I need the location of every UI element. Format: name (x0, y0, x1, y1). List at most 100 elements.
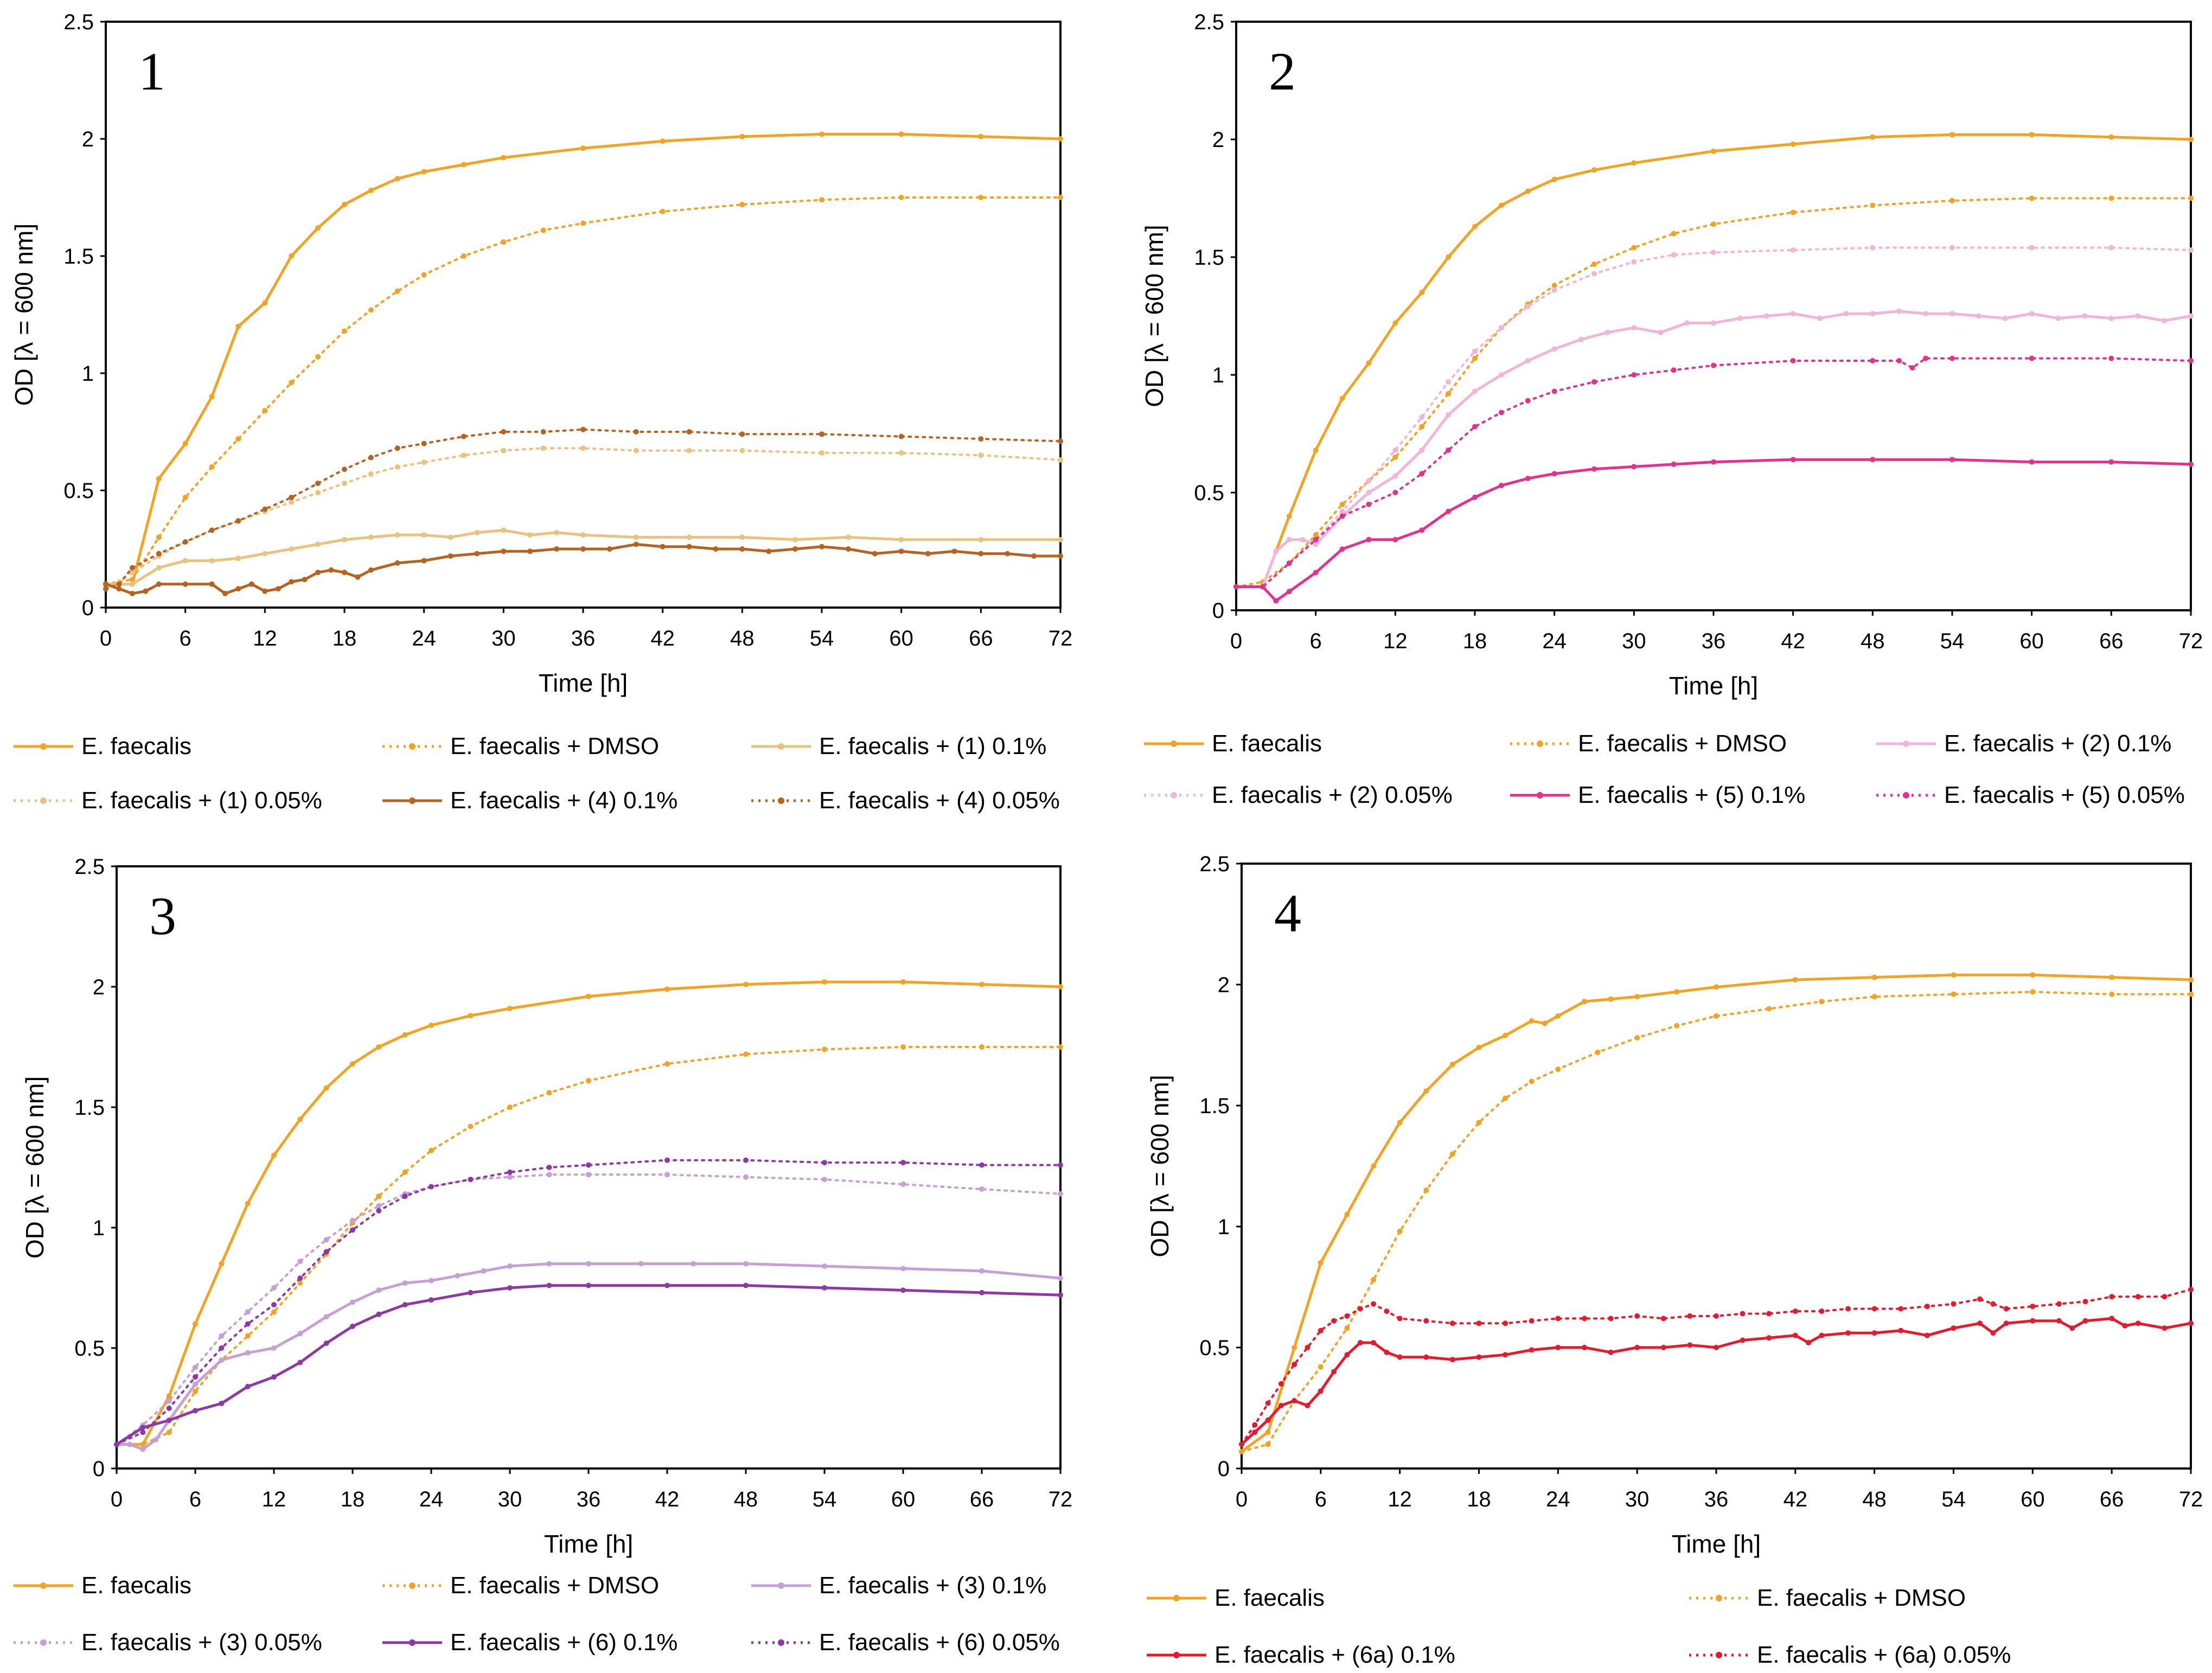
x-tick-label: 54 (1940, 629, 1965, 653)
data-point (1339, 546, 1345, 552)
data-point (245, 1384, 251, 1389)
data-point (429, 1184, 434, 1190)
data-point (1419, 414, 1425, 420)
data-point (546, 1282, 552, 1288)
legend-swatch-marker (1903, 740, 1909, 747)
legend-swatch-marker (1903, 792, 1909, 799)
data-point (182, 440, 188, 446)
data-point (606, 546, 612, 552)
data-point (297, 1280, 303, 1286)
data-point (2188, 247, 2194, 253)
data-point (743, 1157, 749, 1163)
data-point (1634, 1345, 1640, 1350)
data-point (2188, 358, 2194, 363)
x-tick-label: 24 (1546, 1487, 1570, 1511)
data-point (245, 1309, 251, 1315)
data-point (1790, 247, 1796, 253)
data-point (262, 588, 268, 594)
data-point (2030, 1304, 2036, 1310)
x-tick-label: 0 (1230, 629, 1242, 653)
legend-entry: E. faecalis + (1) 0.1% (751, 733, 1046, 759)
data-point (1529, 1078, 1535, 1084)
series-line (116, 1046, 1062, 1446)
data-point (129, 577, 135, 583)
data-point (1292, 1398, 1297, 1404)
data-point (686, 534, 692, 540)
legend-label: E. faecalis + (5) 0.05% (1944, 782, 2185, 808)
data-point (845, 534, 851, 540)
data-point (1551, 346, 1557, 352)
series-4 (103, 445, 1063, 592)
data-point (900, 1044, 906, 1050)
x-tick-label: 30 (498, 1487, 522, 1511)
data-point (527, 532, 533, 538)
series-4 (114, 1172, 1063, 1447)
data-point (1339, 501, 1345, 507)
data-point (1357, 1340, 1363, 1346)
data-point (271, 1285, 277, 1291)
data-point (1265, 1429, 1271, 1435)
data-point (2030, 989, 2036, 995)
data-point (819, 431, 824, 437)
data-point (739, 534, 745, 540)
legend-entry: E. faecalis + (6a) 0.05% (1689, 1642, 2011, 1668)
legend-entry: E. faecalis + (5) 0.1% (1510, 782, 1805, 808)
series-line (116, 1173, 1062, 1446)
x-tick-label: 60 (2019, 629, 2044, 653)
data-point (402, 1302, 408, 1308)
data-point (1671, 367, 1677, 373)
data-point (289, 253, 295, 259)
data-point (507, 1104, 513, 1110)
data-point (1397, 1120, 1403, 1126)
data-point (1366, 360, 1372, 366)
data-point (209, 527, 215, 533)
data-point (1591, 379, 1597, 385)
legend-entry: E. faecalis (14, 1572, 191, 1599)
series-line (1240, 1317, 2192, 1446)
data-point (166, 1429, 172, 1435)
data-point (2162, 1294, 2168, 1300)
data-point (1005, 551, 1011, 557)
data-point (819, 450, 824, 456)
data-point (743, 1282, 749, 1288)
data-point (1896, 358, 1902, 363)
data-point (2135, 313, 2141, 319)
data-point (1949, 457, 1955, 463)
data-point (1300, 537, 1306, 542)
data-point (2109, 991, 2115, 997)
series-6 (1233, 355, 2194, 590)
data-point (1031, 553, 1037, 559)
y-tick-label: 0 (1212, 599, 1224, 623)
legend-label: E. faecalis (1212, 730, 1322, 757)
y-tick-label: 2.5 (63, 10, 94, 34)
data-point (1578, 336, 1584, 342)
data-point (540, 227, 546, 233)
data-point (421, 532, 427, 538)
data-point (1687, 1342, 1693, 1348)
data-point (1951, 991, 1957, 997)
data-point (1318, 1364, 1324, 1370)
data-point (1591, 167, 1597, 173)
data-point (1608, 1349, 1614, 1355)
data-point (1551, 283, 1557, 289)
data-point (402, 1169, 408, 1175)
data-point (872, 551, 878, 557)
series-line (1241, 1288, 2192, 1446)
data-point (1476, 1354, 1482, 1360)
y-tick-label: 0.5 (63, 479, 94, 503)
data-point (580, 145, 586, 151)
y-axis-title: OD [λ = 600 nm] (1140, 225, 1168, 407)
data-point (1371, 1301, 1377, 1307)
data-point (507, 1006, 513, 1011)
data-point (2029, 195, 2035, 201)
data-point (323, 1249, 329, 1255)
data-point (1542, 1020, 1548, 1026)
data-point (429, 1023, 434, 1028)
data-point (1604, 329, 1610, 335)
chart-panel-1: 0 0.5 1 1.5 2 2.5 0 6 12 18 24 30 36 42 48 54 60 66 72 Time… (0, 0, 1106, 836)
data-point (1344, 1325, 1350, 1331)
data-point (1273, 598, 1279, 604)
data-point (1446, 447, 1452, 453)
data-point (898, 537, 904, 542)
data-point (925, 551, 931, 557)
